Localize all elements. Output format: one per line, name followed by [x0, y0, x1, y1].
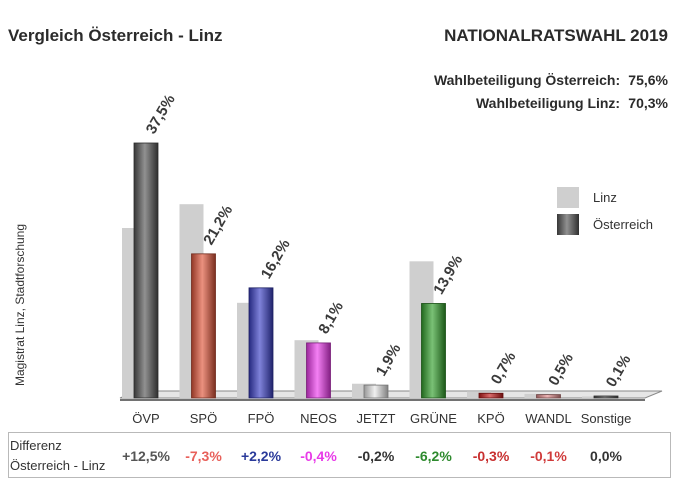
data-label: 1,9%	[373, 341, 405, 379]
chart-title-right: NATIONALRATSWAHL 2019	[444, 26, 668, 45]
difference-value: -0,3%	[472, 448, 510, 464]
legend-swatch-linz	[557, 187, 579, 208]
bar-chart: 37,5% 21,2% 16,2% 8,1% 1,9% 13,9% 0,7% 0,5% 0,1%…	[119, 92, 663, 426]
data-label: 16,2%	[258, 236, 294, 281]
category-label: GRÜNE	[410, 411, 457, 426]
category-label: NEOS	[300, 411, 337, 426]
data-label: 0,7%	[488, 349, 520, 387]
data-label: 21,2%	[200, 202, 236, 247]
data-label: 13,9%	[430, 252, 466, 297]
category-label: Sonstige	[581, 411, 632, 426]
difference-label-line2: Österreich - Linz	[10, 458, 106, 473]
legend: Linz Österreich	[557, 187, 653, 235]
turnout-austria-value: 75,6%	[628, 72, 668, 88]
turnout-linz-label: Wahlbeteiligung Linz:	[475, 95, 621, 111]
data-labels: 37,5% 21,2% 16,2% 8,1% 1,9% 13,9% 0,7% 0,5% 0,1%	[143, 92, 635, 390]
bar-oesterreich	[306, 342, 331, 399]
difference-value: -7,3%	[185, 448, 222, 464]
difference-panel	[8, 432, 671, 478]
bar-oesterreich	[478, 392, 504, 399]
difference-value: +2,2%	[240, 448, 282, 464]
category-label: KPÖ	[477, 411, 504, 426]
bar-oesterreich	[191, 253, 216, 399]
data-label: 37,5%	[143, 92, 179, 137]
bars	[122, 142, 619, 399]
turnout-austria: Wahlbeteiligung Österreich: 75,6%	[434, 72, 668, 88]
bar-oesterreich	[133, 142, 159, 399]
legend-label-oesterreich: Österreich	[593, 217, 653, 232]
data-label: 8,1%	[315, 299, 347, 337]
category-label: JETZT	[357, 411, 396, 426]
category-label: ÖVP	[132, 411, 159, 426]
difference-label-line1: Differenz	[10, 438, 62, 453]
legend-label-linz: Linz	[593, 190, 617, 205]
data-label: 0,1%	[603, 352, 635, 390]
difference-value: 0,0%	[590, 448, 622, 464]
difference-value: +12,5%	[122, 448, 170, 464]
bar-oesterreich	[421, 303, 446, 399]
data-label: 0,5%	[545, 350, 577, 388]
difference-value: -0,2%	[357, 448, 395, 464]
category-labels: ÖVP SPÖ FPÖ NEOS JETZT GRÜNE KPÖ WANDL Sonstige	[132, 411, 631, 426]
bar-oesterreich	[536, 394, 561, 399]
chart-title-left: Vergleich Österreich - Linz	[8, 26, 223, 45]
bar-oesterreich	[593, 395, 619, 399]
category-label: SPÖ	[190, 411, 217, 426]
difference-value: -0,4%	[300, 448, 337, 464]
category-label: WANDL	[525, 411, 571, 426]
category-label: FPÖ	[248, 411, 275, 426]
turnout-linz-value: 70,3%	[628, 95, 668, 111]
turnout-austria-label: Wahlbeteiligung Österreich:	[433, 72, 621, 88]
bar-oesterreich	[248, 287, 274, 399]
bar-oesterreich	[363, 384, 389, 399]
difference-value: -6,2%	[415, 448, 452, 464]
turnout-linz: Wahlbeteiligung Linz: 70,3%	[476, 95, 668, 111]
difference-value: -0,1%	[530, 448, 567, 464]
legend-swatch-oesterreich	[557, 214, 579, 235]
